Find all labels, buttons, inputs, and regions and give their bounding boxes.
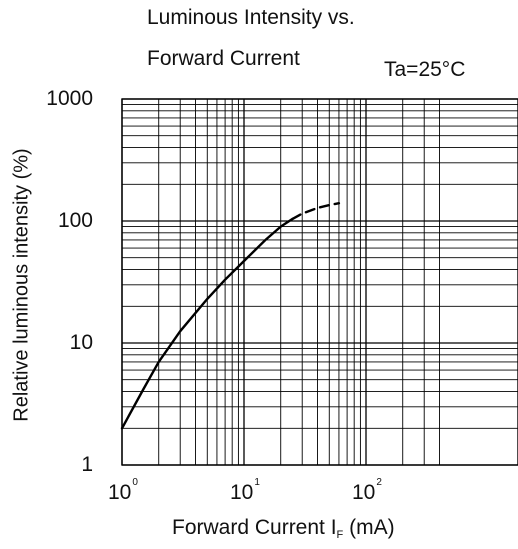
x-tick-label: 101 [230,477,260,505]
x-tick-base: 10 [230,481,254,504]
y-tick-label: 1000 [46,87,93,110]
test-condition-label: Ta=25°C [384,58,466,81]
x-tick-exponent: 1 [254,477,260,488]
x-tick-exponent: 2 [376,477,382,488]
x-axis-label: Forward Current IF (mA) [172,516,395,541]
x-axis-label-unit: (mA) [343,516,395,539]
y-axis-label: Relative luminous intensity (%) [10,148,33,422]
x-tick-label: 102 [352,477,382,505]
x-axis-label-subscript: F [336,529,344,541]
y-tick-label: 100 [57,209,93,232]
plot-frame [121,98,518,466]
chart-title-line-1: Luminous Intensity vs. [147,6,355,29]
y-tick-label: 1 [81,453,93,476]
x-axis-label-main: Forward Current I [172,516,337,539]
series-line-solid [120,217,294,430]
y-tick-label: 10 [69,331,93,354]
x-tick-label: 100 [108,477,138,505]
x-tick-base: 10 [352,481,376,504]
x-tick-exponent: 0 [132,477,138,488]
chart-title-line-2: Forward Current [147,47,300,70]
series-line-dashed [291,202,341,221]
x-tick-base: 10 [108,481,132,504]
